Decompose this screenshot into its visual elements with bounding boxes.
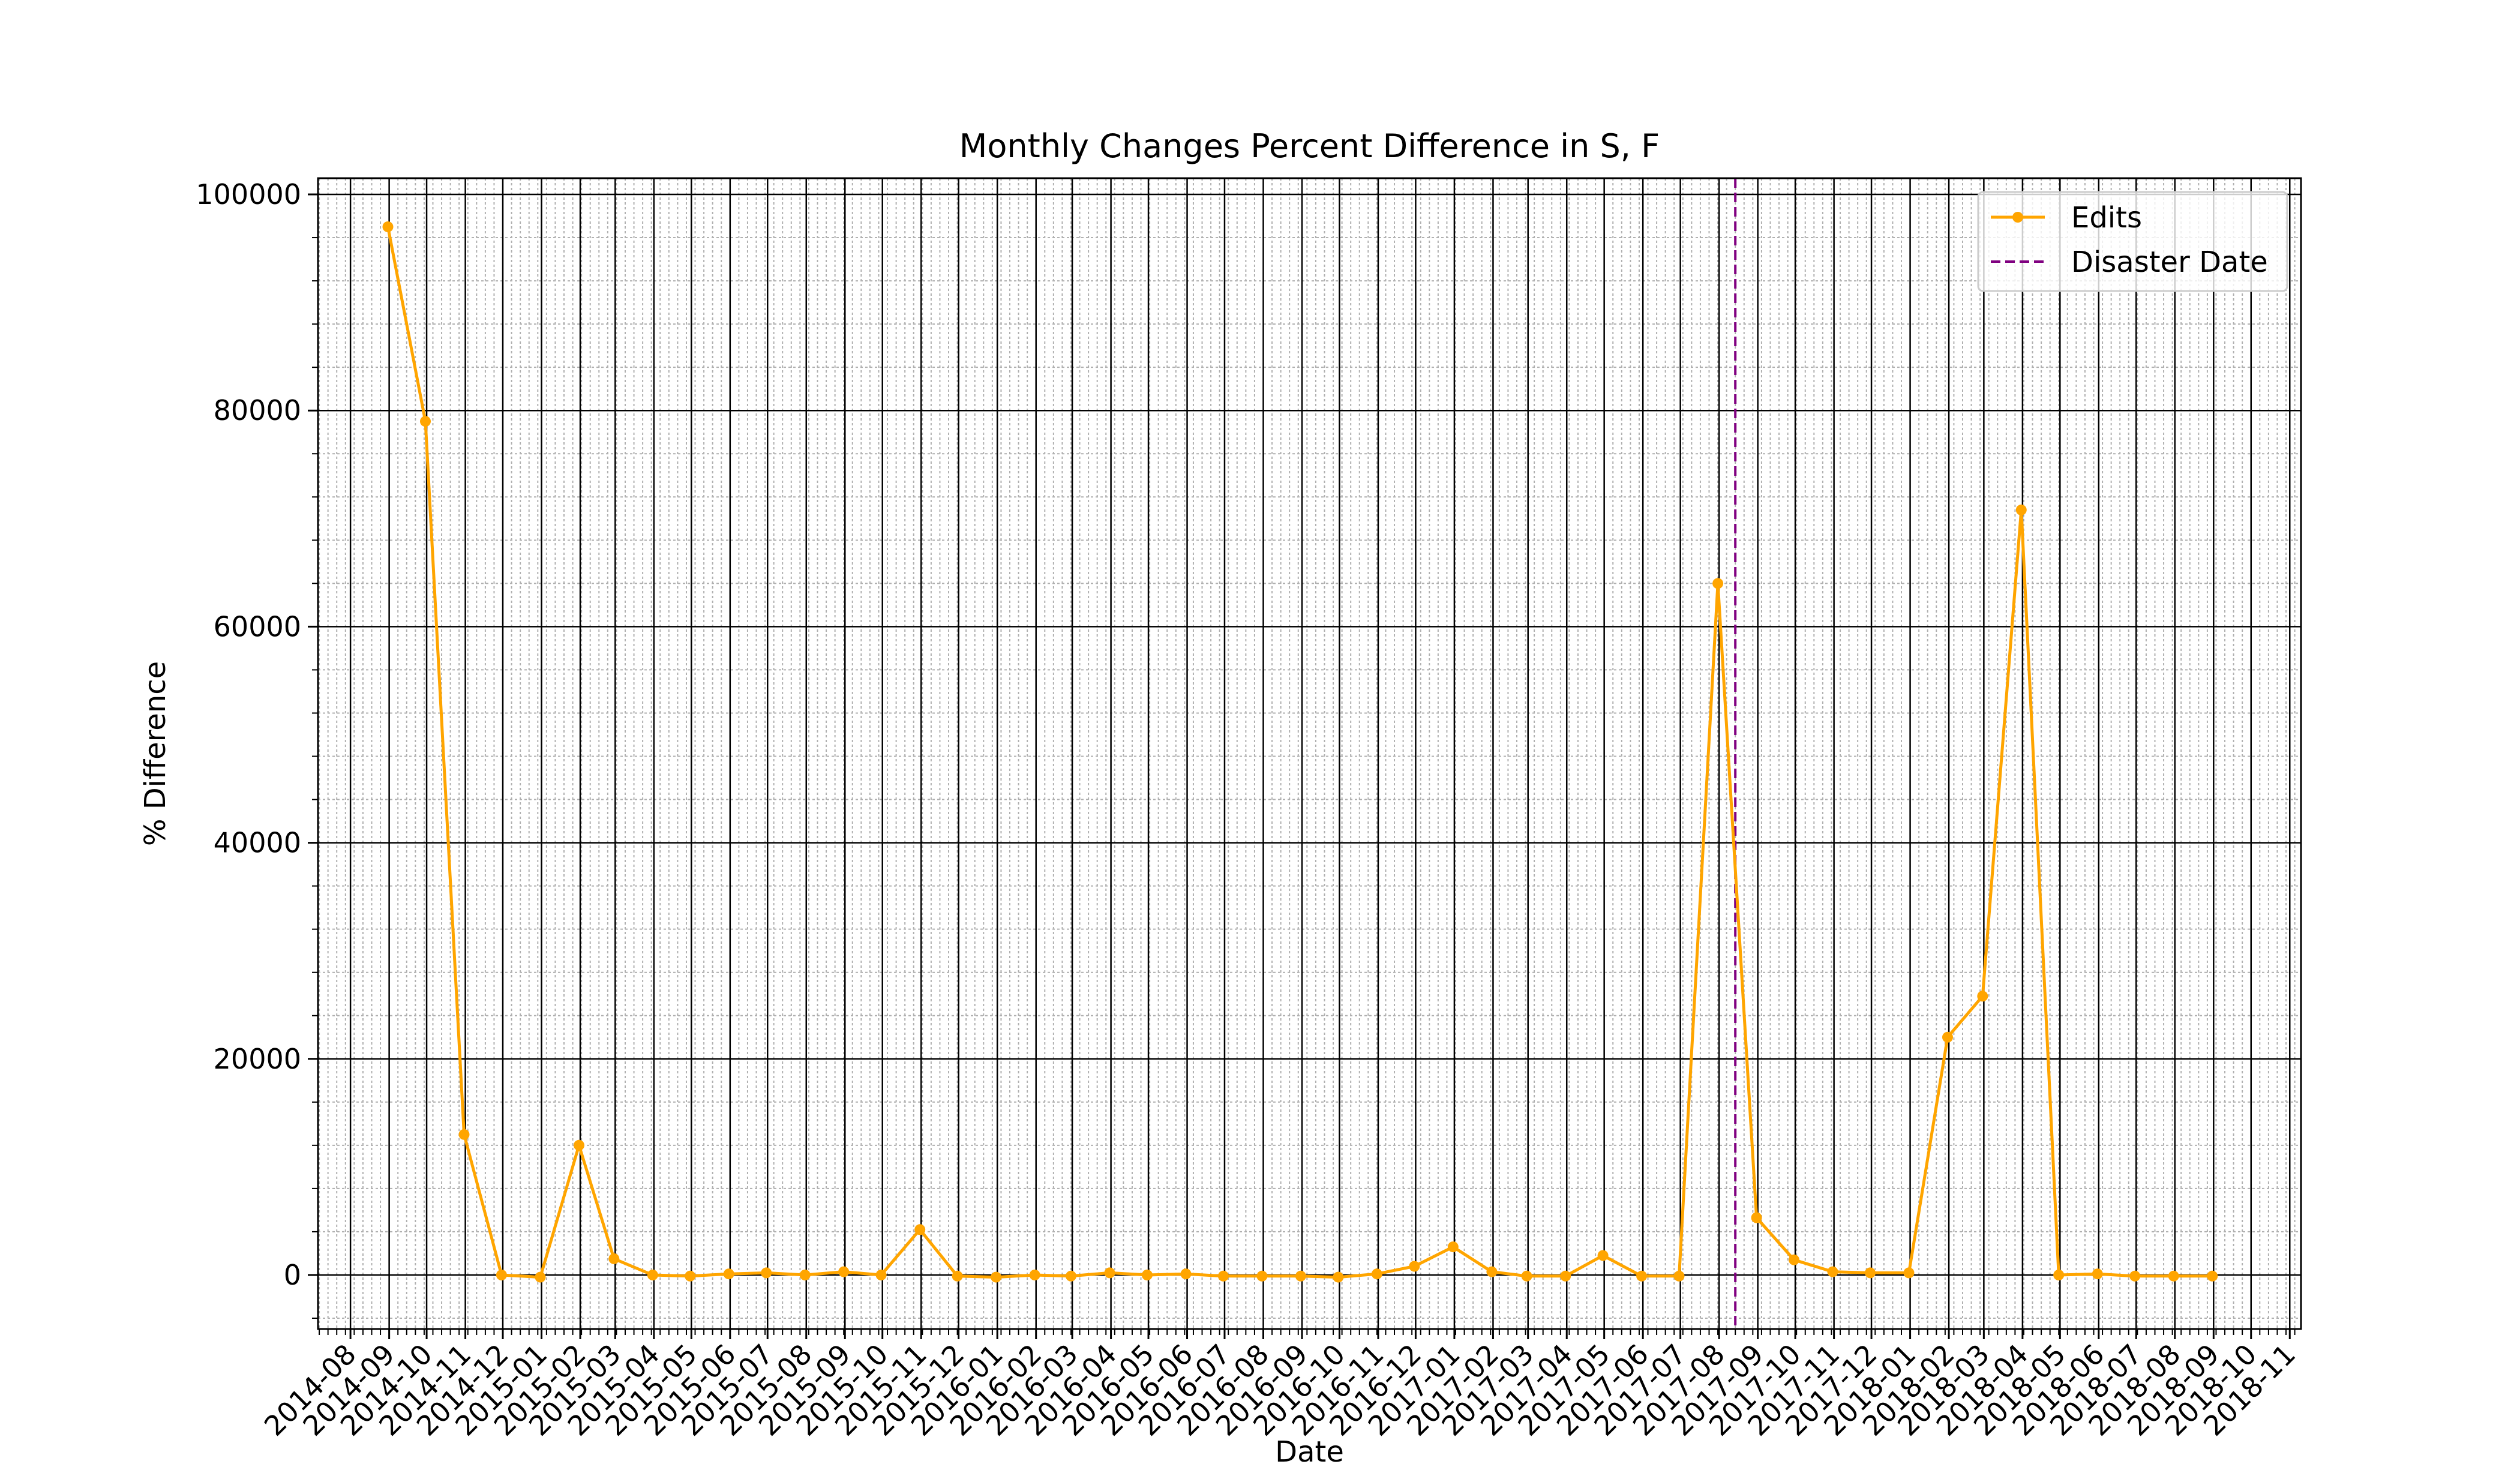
data-point	[1104, 1267, 1115, 1279]
data-point	[1636, 1270, 1648, 1282]
y-tick-label: 80000	[214, 394, 301, 427]
data-point	[1560, 1270, 1571, 1282]
data-point	[1597, 1250, 1609, 1261]
y-tick-label: 20000	[214, 1043, 301, 1075]
data-point	[2207, 1270, 2218, 1282]
data-point	[458, 1129, 470, 1140]
data-point	[1827, 1266, 1838, 1277]
data-point	[799, 1270, 811, 1280]
y-tick-label: 100000	[196, 178, 301, 211]
legend-disaster-label: Disaster Date	[2071, 245, 2268, 279]
data-point	[2015, 504, 2027, 515]
y-tick-label: 0	[284, 1259, 301, 1291]
chart-title: Monthly Changes Percent Difference in S,…	[959, 127, 1660, 165]
data-point	[1141, 1270, 1153, 1280]
data-point	[685, 1270, 696, 1282]
data-point	[1256, 1270, 1268, 1282]
data-point	[1371, 1268, 1382, 1280]
legend-edits-label: Edits	[2071, 201, 2142, 235]
data-point	[496, 1270, 507, 1280]
legend-edits-marker	[2012, 212, 2023, 223]
data-point	[723, 1268, 734, 1280]
data-point	[1751, 1212, 1762, 1223]
data-point	[838, 1266, 850, 1277]
data-point	[761, 1267, 772, 1279]
data-point	[608, 1253, 620, 1264]
data-point	[1977, 991, 1988, 1002]
data-point	[991, 1271, 1002, 1283]
data-point	[1712, 578, 1724, 589]
x-axis: 2014-082014-092014-102014-112014-122015-…	[258, 1329, 2302, 1442]
data-point	[1673, 1270, 1685, 1282]
data-point	[1942, 1031, 1953, 1043]
series-layer	[382, 221, 2218, 1283]
y-axis-label: % Difference	[139, 661, 172, 846]
y-tick-label: 40000	[214, 827, 301, 859]
data-point	[914, 1224, 926, 1235]
legend-box	[1977, 191, 2288, 292]
data-point	[1903, 1267, 1915, 1279]
data-point	[1333, 1271, 1344, 1283]
data-point	[1029, 1270, 1040, 1280]
data-point	[647, 1270, 658, 1280]
data-point	[535, 1271, 546, 1283]
data-point	[875, 1270, 887, 1280]
data-point	[1486, 1266, 1498, 1277]
data-point	[382, 221, 394, 232]
data-point	[2129, 1270, 2141, 1282]
y-axis: 0 20000 40000 60000 80000 100000	[196, 178, 318, 1319]
data-point	[1865, 1267, 1876, 1279]
data-point	[1295, 1270, 1306, 1282]
data-point	[1521, 1270, 1532, 1282]
plot-frame	[317, 177, 2302, 1330]
x-axis-label: Date	[1275, 1435, 1344, 1469]
data-point	[952, 1270, 963, 1282]
legend: Edits Disaster Date	[1977, 191, 2288, 292]
minor-grid	[318, 178, 2301, 1329]
data-point	[1066, 1270, 1076, 1282]
data-point	[1789, 1254, 1799, 1265]
data-point	[2168, 1270, 2179, 1282]
data-point	[574, 1139, 584, 1151]
data-point	[1447, 1241, 1459, 1253]
data-point	[1217, 1270, 1229, 1282]
data-point	[2053, 1270, 2065, 1280]
y-tick-label: 60000	[214, 610, 301, 643]
data-point	[2092, 1268, 2103, 1280]
data-point	[1180, 1268, 1192, 1280]
data-point	[420, 416, 431, 427]
data-point	[1409, 1261, 1420, 1272]
